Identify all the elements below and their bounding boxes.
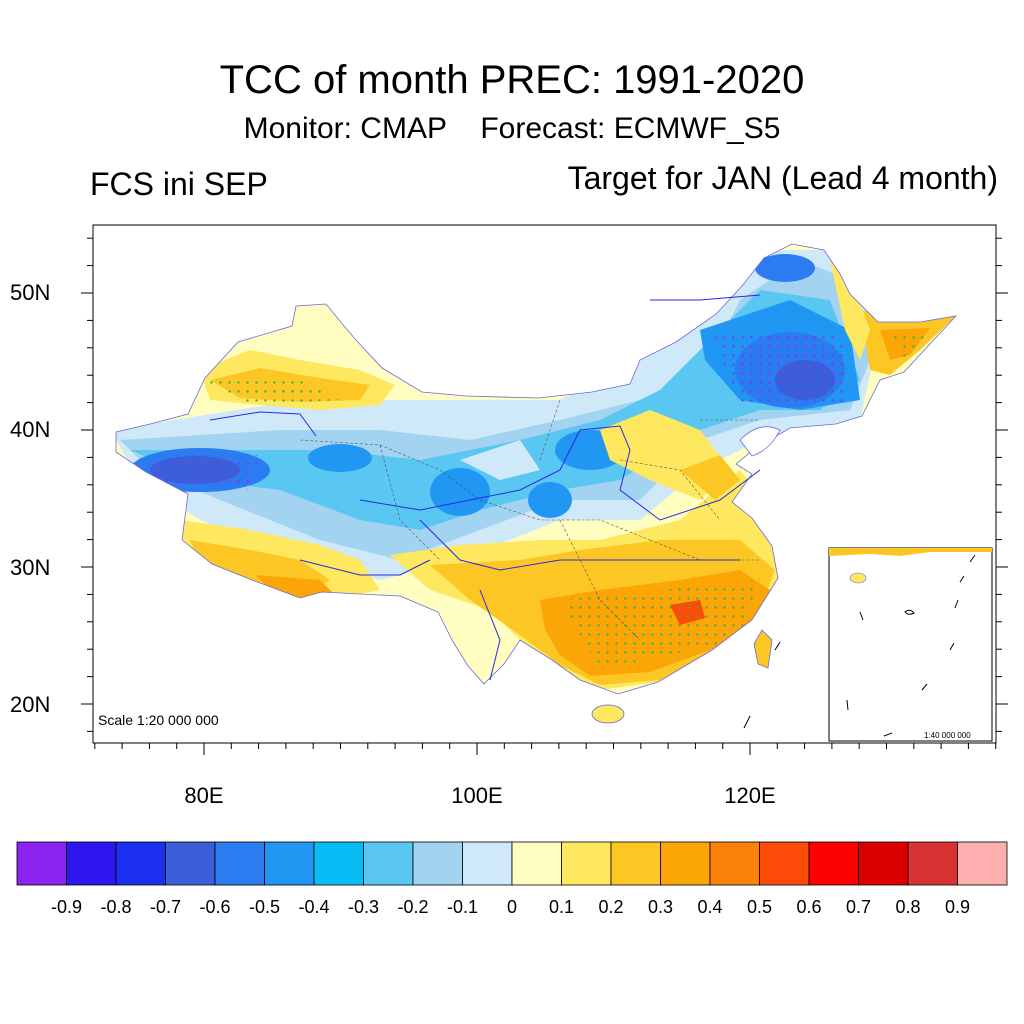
colorbar-label: 0.1	[549, 897, 574, 917]
colorbar-swatch	[214, 841, 265, 886]
country-boundary	[115, 243, 958, 695]
hainan-island	[591, 704, 625, 724]
province-boundaries	[299, 399, 760, 641]
colorbar-swatch	[759, 841, 810, 886]
colorbar-swatch	[709, 841, 760, 886]
lat-label-50n: 50N	[10, 280, 50, 305]
lon-label-100e: 100E	[451, 783, 502, 808]
colorbar-swatch	[115, 841, 166, 886]
init-label: FCS ini SEP	[90, 166, 268, 202]
colorbar-swatch	[462, 841, 513, 886]
colorbar-swatch	[561, 841, 612, 886]
colorbar-label: 0.8	[895, 897, 920, 917]
lon-label-80e: 80E	[184, 783, 223, 808]
colorbar-label: -0.3	[348, 897, 379, 917]
colorbar-swatch	[363, 841, 414, 886]
inset-scale-text: 1:40 000 000	[924, 731, 971, 740]
subtitle: Monitor: CMAP Forecast: ECMWF_S5	[0, 112, 1024, 146]
page-title: TCC of month PREC: 1991-2020	[219, 58, 805, 102]
colorbar-swatch	[313, 841, 364, 886]
colorbar-label: -0.5	[249, 897, 280, 917]
colorbar-label: 0.3	[648, 897, 673, 917]
lat-label-40n: 40N	[10, 417, 50, 442]
colorbar-label: -0.4	[298, 897, 329, 917]
colorbar-swatch	[16, 841, 67, 886]
colorbar-swatch	[858, 841, 909, 886]
colorbar-label: 0	[507, 897, 517, 917]
colorbar-label: 0.6	[796, 897, 821, 917]
colorbar: -0.9 -0.8 -0.7 -0.6 -0.5 -0.4 -0.3 -0.2 -0.1 0 0.1…	[16, 841, 1008, 917]
lat-label-30n: 30N	[10, 555, 50, 580]
sea-boundary-dashes	[743, 641, 781, 729]
colorbar-label: -0.6	[199, 897, 230, 917]
rivers	[209, 294, 761, 681]
colorbar-swatch	[165, 841, 216, 886]
colorbar-swatch	[957, 841, 1008, 886]
colorbar-label: 0.4	[697, 897, 722, 917]
taiwan-island	[753, 629, 773, 669]
colorbar-swatch	[907, 841, 958, 886]
colorbar-label: 0.7	[846, 897, 871, 917]
monitor-label: Monitor: CMAP	[243, 112, 447, 145]
colorbar-swatch	[511, 841, 562, 886]
colorbar-swatch	[808, 841, 859, 886]
inset-map: 1:40 000 000	[828, 547, 993, 742]
colorbar-label: -0.1	[447, 897, 478, 917]
colorbar-swatch	[610, 841, 661, 886]
colorbar-label: 0.5	[747, 897, 772, 917]
colorbar-label: -0.9	[51, 897, 82, 917]
lon-label-120e: 120E	[724, 783, 775, 808]
colorbar-swatch	[264, 841, 315, 886]
lat-label-20n: 20N	[10, 692, 50, 717]
target-label: Target for JAN (Lead 4 month)	[567, 160, 998, 196]
colorbar-label: 0.2	[598, 897, 623, 917]
forecast-label: Forecast: ECMWF_S5	[480, 112, 781, 145]
scale-text: Scale 1:20 000 000	[98, 712, 219, 728]
colorbar-label: -0.2	[397, 897, 428, 917]
colorbar-swatch	[412, 841, 463, 886]
colorbar-label: -0.8	[100, 897, 131, 917]
colorbar-swatch	[66, 841, 117, 886]
colorbar-label: -0.7	[150, 897, 181, 917]
colorbar-label: 0.9	[945, 897, 970, 917]
colorbar-swatch	[660, 841, 711, 886]
